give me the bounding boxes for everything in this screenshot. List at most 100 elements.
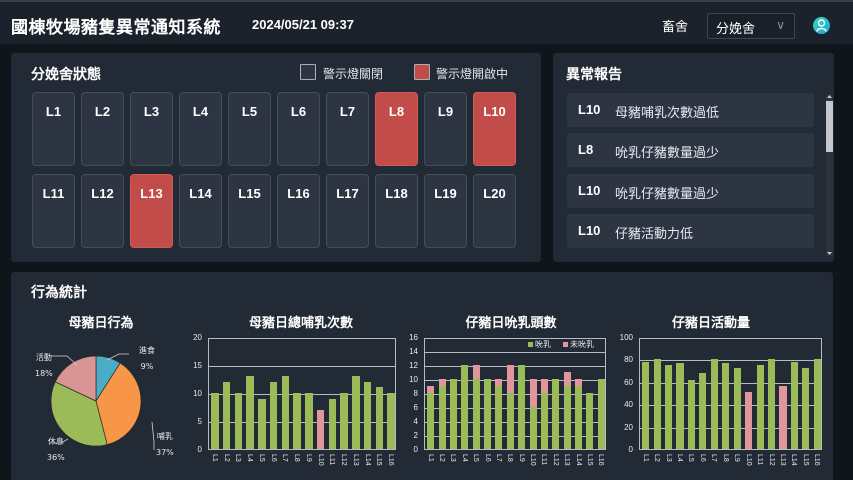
report-lot: L10 bbox=[578, 223, 601, 238]
pie-label: 進食 9% bbox=[139, 346, 155, 371]
pen-l3[interactable]: L3 bbox=[130, 92, 173, 166]
bar bbox=[375, 387, 383, 449]
bar bbox=[813, 359, 821, 449]
pen-l2[interactable]: L2 bbox=[81, 92, 124, 166]
bar bbox=[676, 362, 684, 449]
x-tick-label: L6 bbox=[269, 454, 277, 462]
pen-l1[interactable]: L1 bbox=[32, 92, 75, 166]
bar bbox=[258, 398, 266, 449]
bar bbox=[340, 393, 348, 449]
pen-label: L4 bbox=[192, 104, 209, 119]
y-tick-label: 16 bbox=[409, 333, 418, 342]
pen-label: L9 bbox=[437, 104, 454, 119]
pie-label: 休息 36% bbox=[47, 437, 65, 462]
pen-label: L10 bbox=[483, 104, 506, 119]
pen-l9[interactable]: L9 bbox=[424, 92, 467, 166]
nursing-count-bar-chart: 0 5 10 15 20 L1 L2 L3 L4 L5 L6 L7 L8 L9 L10 L11 L12 L13 L1… bbox=[187, 333, 397, 480]
x-tick-label: L13 bbox=[778, 454, 786, 466]
report-scrollbar[interactable] bbox=[826, 94, 833, 256]
pen-l6[interactable]: L6 bbox=[277, 92, 320, 166]
report-item[interactable]: L10 母豬哺乳次數過低 bbox=[567, 93, 814, 127]
y-tick-label: 60 bbox=[624, 377, 633, 387]
pen-l19[interactable]: L19 bbox=[424, 174, 467, 248]
x-tick-label: L9 bbox=[304, 454, 312, 462]
barn-select[interactable]: 分娩舍 ∨ bbox=[707, 13, 795, 39]
pen-l10[interactable]: L10 bbox=[473, 92, 516, 166]
pen-l16[interactable]: L16 bbox=[277, 174, 320, 248]
x-tick-label: L9 bbox=[733, 454, 741, 462]
x-tick-label: L9 bbox=[517, 454, 525, 462]
x-tick-label: L1 bbox=[210, 454, 218, 462]
app-title: 國棟牧場豬隻異常通知系統 bbox=[11, 18, 221, 38]
pen-l8[interactable]: L8 bbox=[375, 92, 418, 166]
x-tick-label: L11 bbox=[328, 454, 336, 466]
x-tick-label: L8 bbox=[293, 454, 301, 462]
plot-area bbox=[424, 338, 606, 450]
pen-label: L20 bbox=[483, 186, 506, 201]
bar bbox=[246, 376, 254, 449]
pen-l4[interactable]: L4 bbox=[179, 92, 222, 166]
pen-l15[interactable]: L15 bbox=[228, 174, 271, 248]
suckling-piglets-stacked-bar-chart: 吮乳 未吮乳 0 2 4 6 8 10 12 14 16 L1 L2 L3 L4 L5 L6 L7 L8 L9 L1… bbox=[401, 333, 611, 480]
bar bbox=[328, 398, 336, 449]
x-tick-label: L10 bbox=[529, 454, 537, 466]
x-tick-label: L12 bbox=[551, 454, 559, 466]
report-item[interactable]: L10 仔豬活動力低 bbox=[567, 214, 814, 248]
stacked-bar bbox=[449, 379, 457, 449]
bar bbox=[234, 393, 242, 449]
pen-l11[interactable]: L11 bbox=[32, 174, 75, 248]
pen-label: L7 bbox=[339, 104, 356, 119]
x-tick-label: L14 bbox=[574, 454, 582, 466]
pen-label: L15 bbox=[238, 186, 261, 201]
x-tick-label: L16 bbox=[813, 454, 821, 466]
pen-label: L18 bbox=[385, 186, 408, 201]
x-tick-label: L1 bbox=[641, 454, 649, 462]
x-tick-label: L3 bbox=[664, 454, 672, 462]
pen-label: L14 bbox=[189, 186, 212, 201]
x-tick-label: L6 bbox=[483, 454, 491, 462]
y-tick-label: 20 bbox=[193, 333, 202, 342]
scroll-up-icon[interactable] bbox=[826, 94, 833, 99]
report-lot: L8 bbox=[578, 142, 594, 157]
scroll-thumb[interactable] bbox=[826, 101, 833, 152]
x-tick-label: L6 bbox=[698, 454, 706, 462]
y-tick-label: 4 bbox=[413, 417, 418, 426]
x-tick-label: L3 bbox=[234, 454, 242, 462]
current-datetime: 2024/05/21 09:37 bbox=[252, 17, 354, 32]
bar bbox=[665, 365, 673, 449]
report-panel-title: 異常報告 bbox=[566, 67, 622, 83]
stacked-bar bbox=[495, 379, 503, 449]
x-tick-label: L13 bbox=[563, 454, 571, 466]
y-tick-label: 2 bbox=[413, 431, 418, 440]
x-tick-label: L13 bbox=[351, 454, 359, 466]
pen-label: L11 bbox=[42, 186, 65, 201]
legend-off-label: 警示燈關閉 bbox=[323, 67, 384, 81]
scroll-down-icon[interactable] bbox=[826, 251, 833, 256]
x-tick-label: L3 bbox=[449, 454, 457, 462]
x-tick-label: L7 bbox=[281, 454, 289, 462]
chevron-down-icon: ∨ bbox=[776, 18, 785, 32]
y-tick-label: 6 bbox=[413, 403, 418, 412]
pen-l14[interactable]: L14 bbox=[179, 174, 222, 248]
x-tick-label: L14 bbox=[363, 454, 371, 466]
pen-label: L17 bbox=[336, 186, 359, 201]
bar bbox=[293, 393, 301, 449]
pen-l5[interactable]: L5 bbox=[228, 92, 271, 166]
report-item[interactable]: L10 吮乳仔豬數量過少 bbox=[567, 174, 814, 208]
x-tick-label: L8 bbox=[721, 454, 729, 462]
legend-not-suckling: 未吮乳 bbox=[563, 339, 594, 350]
y-tick-label: 100 bbox=[619, 333, 633, 342]
pen-l12[interactable]: L12 bbox=[81, 174, 124, 248]
pen-l17[interactable]: L17 bbox=[326, 174, 369, 248]
pen-l7[interactable]: L7 bbox=[326, 92, 369, 166]
pen-l20[interactable]: L20 bbox=[473, 174, 516, 248]
bar bbox=[710, 359, 718, 449]
y-tick-label: 0 bbox=[413, 445, 418, 454]
pen-l13[interactable]: L13 bbox=[130, 174, 173, 248]
pie-slice bbox=[50, 381, 108, 447]
report-item[interactable]: L8 吮乳仔豬數量過少 bbox=[567, 133, 814, 167]
x-tick-label: L14 bbox=[790, 454, 798, 466]
pen-l18[interactable]: L18 bbox=[375, 174, 418, 248]
user-avatar-icon[interactable] bbox=[813, 17, 830, 34]
x-tick-label: L5 bbox=[687, 454, 695, 462]
